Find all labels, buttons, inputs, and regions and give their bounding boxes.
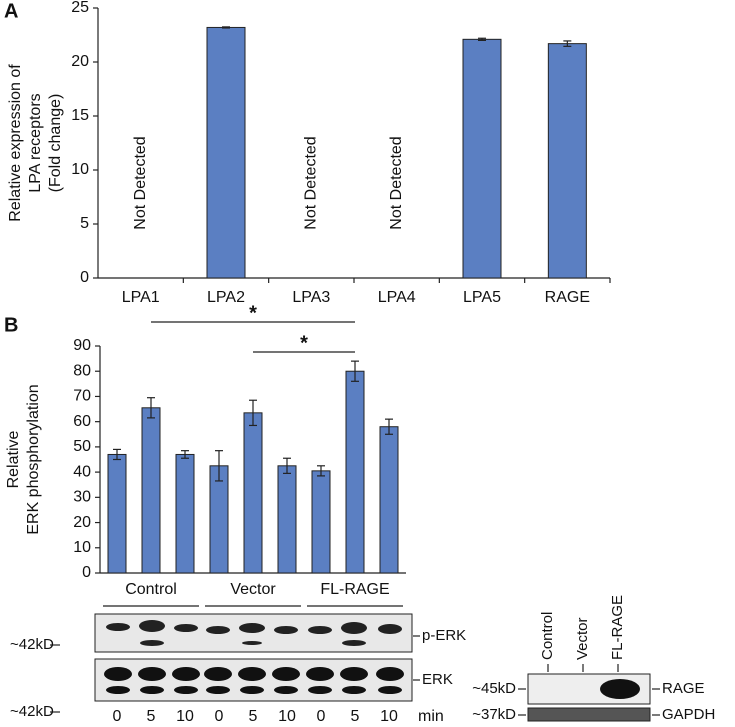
bar xyxy=(107,453,127,574)
y-axis-label: ERK phosphorylation xyxy=(25,384,42,534)
erk-blot: ~42kD p-ERK ~42kD ERK xyxy=(10,613,466,720)
x-tick-label: 10 xyxy=(176,708,194,722)
x-tick-label: LPA4 xyxy=(378,289,416,306)
y-tick-label: 0 xyxy=(82,564,91,581)
band-label: RAGE xyxy=(662,680,705,697)
size-label: ~37kD xyxy=(472,706,516,722)
value-label: Not Detected xyxy=(388,136,405,229)
x-tick-label: 0 xyxy=(113,708,122,722)
group-label: FL-RAGE xyxy=(320,581,389,598)
y-tick-label: 70 xyxy=(73,388,91,405)
value-label: Not Detected xyxy=(132,136,149,229)
bar xyxy=(277,465,297,574)
rage-blot: Control Vector FL-RAGE ~45kD RAGE ~37kD … xyxy=(472,595,715,723)
bar xyxy=(243,412,263,574)
lane-label: FL-RAGE xyxy=(609,595,626,660)
size-label: ~45kD xyxy=(472,680,516,697)
lane-label: Control xyxy=(539,612,556,660)
y-tick-label: 30 xyxy=(73,489,91,506)
x-tick-label: LPA2 xyxy=(207,289,245,306)
bar xyxy=(345,370,365,574)
band-label: ERK xyxy=(422,671,453,688)
y-tick-label: 10 xyxy=(73,539,91,556)
y-axis-label: (Fold change) xyxy=(47,94,64,193)
value-label: Not Detected xyxy=(303,136,320,229)
y-axis-label: LPA receptors xyxy=(27,93,44,192)
y-tick-label: 80 xyxy=(73,362,91,379)
group-label: Vector xyxy=(230,581,276,598)
y-axis-label: Relative expression of xyxy=(7,64,24,222)
x-tick-label: RAGE xyxy=(545,289,590,306)
y-tick-label: 40 xyxy=(73,463,91,480)
bar xyxy=(311,470,331,574)
x-tick-label: 5 xyxy=(351,708,360,722)
band-label: GAPDH xyxy=(662,706,715,722)
size-label: ~42kD xyxy=(10,703,54,720)
x-tick-label: 10 xyxy=(380,708,398,722)
y-tick-label: 50 xyxy=(73,438,91,455)
panel-label: A xyxy=(4,0,18,22)
panel-label: B xyxy=(4,314,18,336)
bar xyxy=(379,426,399,574)
size-label: ~42kD xyxy=(10,636,54,653)
bar xyxy=(175,453,195,574)
x-tick-label: 5 xyxy=(147,708,156,722)
y-tick-label: 20 xyxy=(73,514,91,531)
x-tick-label: LPA3 xyxy=(292,289,330,306)
x-unit: min xyxy=(418,708,444,722)
y-tick-label: 90 xyxy=(73,337,91,354)
y-tick-label: 0 xyxy=(80,269,89,286)
y-tick-label: 10 xyxy=(71,161,89,178)
x-tick-label: 0 xyxy=(215,708,224,722)
x-tick-label: 0 xyxy=(317,708,326,722)
bar xyxy=(209,465,229,574)
significance-star: * xyxy=(300,332,308,354)
bar xyxy=(547,43,587,279)
y-axis-label: Relative xyxy=(5,431,22,489)
x-tick-label: 5 xyxy=(249,708,258,722)
bar xyxy=(141,407,161,574)
y-tick-label: 20 xyxy=(71,53,89,70)
y-tick-label: 15 xyxy=(71,107,89,124)
bar xyxy=(206,26,246,279)
x-tick-label: LPA5 xyxy=(463,289,501,306)
lane-label: Vector xyxy=(574,617,591,660)
significance-star: * xyxy=(249,302,257,324)
bar xyxy=(462,38,502,279)
y-tick-label: 25 xyxy=(71,0,89,16)
y-tick-label: 60 xyxy=(73,413,91,430)
band-label: p-ERK xyxy=(422,627,466,644)
y-tick-label: 5 xyxy=(80,215,89,232)
x-tick-label: 10 xyxy=(278,708,296,722)
x-tick-label: LPA1 xyxy=(122,289,160,306)
group-label: Control xyxy=(125,581,177,598)
